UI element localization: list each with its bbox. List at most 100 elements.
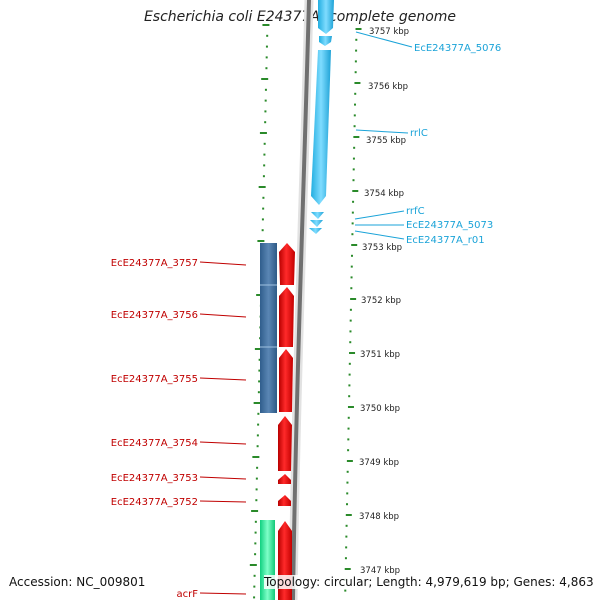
feature-EcE24377A_5076-tip[interactable]: [319, 36, 332, 46]
feature-EcE24377A_5076[interactable]: [318, 0, 334, 34]
feature-label[interactable]: EcE24377A_3752: [111, 497, 198, 508]
feature-EcE24377A_3757[interactable]: [279, 243, 295, 285]
feature-EcE24377A_3755[interactable]: [279, 349, 293, 412]
tick-mark: [261, 78, 269, 80]
tick-mark: [349, 319, 352, 322]
ruler-label: 3747 kbp: [360, 566, 400, 576]
tick-mark: [351, 211, 354, 214]
tick-mark: [256, 294, 264, 296]
feature-rrlC[interactable]: [311, 50, 331, 205]
tick-mark: [257, 391, 260, 394]
feature-rrfC[interactable]: [311, 212, 324, 219]
ruler-label: 3751 kbp: [360, 350, 400, 360]
tick-mark: [258, 380, 261, 383]
tick-mark: [263, 164, 266, 167]
tick-mark: [254, 348, 262, 350]
tick-mark: [352, 157, 355, 160]
tick-mark: [261, 229, 264, 232]
tick-mark: [251, 510, 259, 512]
tick-mark: [354, 71, 357, 74]
tick-mark: [257, 240, 265, 242]
feature-EcE24377A_3754[interactable]: [278, 416, 292, 471]
tick-mark: [254, 531, 257, 534]
ruler-label: 3748 kbp: [359, 512, 399, 522]
tick-mark: [355, 28, 362, 30]
feature-label[interactable]: acrF: [177, 589, 199, 600]
tick-mark: [266, 34, 269, 37]
tick-mark: [351, 222, 354, 225]
map-title: Escherichia coli E24377A, complete genom…: [143, 9, 457, 25]
tick-mark: [262, 175, 265, 178]
feature-EcE24377A_r01[interactable]: [309, 228, 322, 234]
feature-label[interactable]: EcE24377A_5073: [406, 220, 493, 231]
tick-mark: [352, 200, 355, 203]
feature-EcE24377A_5073[interactable]: [310, 220, 323, 227]
tick-mark: [352, 168, 355, 171]
tick-mark: [249, 564, 257, 566]
operon-block: [260, 243, 277, 413]
tick-mark: [352, 179, 355, 182]
tick-mark: [261, 218, 264, 221]
feature-label[interactable]: EcE24377A_3753: [111, 473, 198, 484]
forward-feature-labels: EcE24377A_5076 rrlC rrfC EcE24377A_5073 …: [354, 31, 501, 246]
tick-mark: [256, 434, 259, 437]
tick-mark: [262, 207, 265, 210]
ruler-label: 3755 kbp: [366, 136, 406, 146]
tick-mark: [256, 466, 259, 469]
feature-EcE24377A_3752[interactable]: [278, 495, 291, 506]
ruler-label: 3756 kbp: [368, 82, 408, 92]
tick-mark: [264, 88, 267, 91]
ruler-label: 3750 kbp: [360, 404, 400, 414]
tick-mark: [350, 254, 353, 257]
tick-mark: [258, 369, 261, 372]
tick-mark: [265, 67, 268, 70]
tick-mark: [350, 287, 353, 290]
feature-label[interactable]: EcE24377A_3755: [111, 374, 198, 385]
ruler-label: 3752 kbp: [361, 296, 401, 306]
tick-mark: [264, 121, 267, 124]
tick-mark: [346, 481, 349, 484]
tick-mark: [346, 470, 349, 473]
tick-mark: [348, 384, 351, 387]
feature-label[interactable]: EcE24377A_5076: [414, 43, 501, 54]
tick-mark: [344, 568, 351, 570]
feature-EcE24377A_3756[interactable]: [279, 287, 294, 347]
tick-mark: [353, 114, 356, 117]
kbp-ruler: 3757 kbp 3756 kbp 3755 kbp 3754 kbp 3753…: [359, 27, 409, 576]
tick-mark: [253, 402, 261, 404]
feature-label[interactable]: EcE24377A_3757: [111, 258, 198, 269]
tick-mark: [350, 265, 353, 268]
tick-mark: [255, 488, 258, 491]
tick-mark: [262, 196, 265, 199]
tick-mark: [254, 542, 257, 545]
tick-mark: [354, 82, 361, 84]
tick-mark: [355, 38, 358, 41]
tick-mark: [354, 60, 357, 63]
feature-label[interactable]: rrfC: [406, 206, 425, 217]
tick-mark: [264, 99, 267, 102]
tick-mark: [254, 553, 257, 556]
tick-mark: [344, 589, 347, 592]
tick-mark: [349, 308, 352, 311]
ruler-label: 3757 kbp: [369, 27, 409, 37]
tick-mark: [255, 499, 258, 502]
tick-mark: [263, 142, 266, 145]
tick-mark: [258, 186, 266, 188]
feature-label[interactable]: EcE24377A_r01: [406, 235, 485, 246]
feature-label[interactable]: EcE24377A_3756: [111, 310, 198, 321]
feature-label[interactable]: EcE24377A_3754: [111, 438, 198, 449]
tick-mark: [347, 416, 350, 419]
tick-mark: [346, 460, 353, 462]
tick-mark: [264, 110, 267, 113]
tick-mark: [347, 427, 350, 430]
tick-mark: [354, 92, 357, 95]
tick-mark: [265, 56, 268, 59]
tick-mark: [252, 456, 260, 458]
ruler-label: 3749 kbp: [359, 458, 399, 468]
tick-mark: [257, 423, 260, 426]
feature-EcE24377A_3753[interactable]: [278, 474, 291, 484]
tick-mark: [257, 412, 260, 415]
tick-mark: [348, 395, 351, 398]
feature-label[interactable]: rrlC: [410, 128, 428, 139]
